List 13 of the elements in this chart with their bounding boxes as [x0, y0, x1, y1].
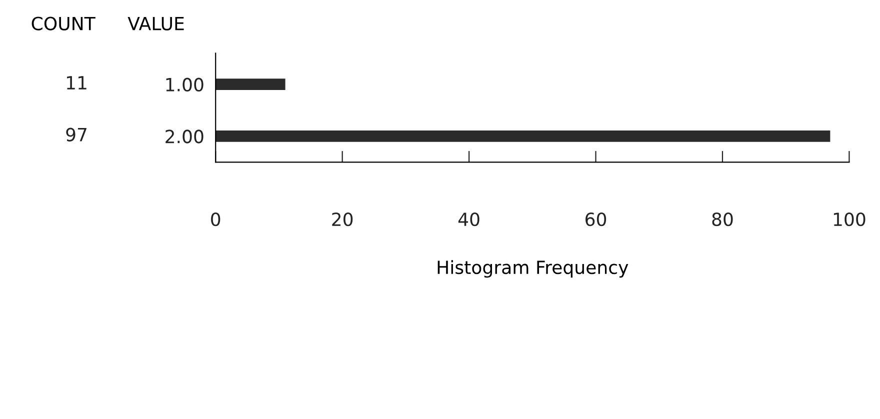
data-label: 11: [67, 76, 86, 90]
y-tick-label: 2.00: [166, 130, 204, 144]
x-tick-label: 0: [211, 212, 220, 226]
y-axis-title: VALUE: [128, 16, 184, 30]
data-label: 97: [66, 128, 86, 142]
y-tick-label: 1.00: [166, 78, 204, 92]
x-tick-label: 40: [458, 212, 480, 226]
text: COUNT: [32, 16, 96, 30]
x-axis-title: Histogram Frequency: [438, 260, 628, 278]
x-tick-label: 20: [332, 212, 353, 226]
x-tick-label: 60: [586, 212, 606, 226]
x-tick-label: 100: [834, 212, 866, 226]
x-tick-label: 80: [712, 212, 733, 226]
